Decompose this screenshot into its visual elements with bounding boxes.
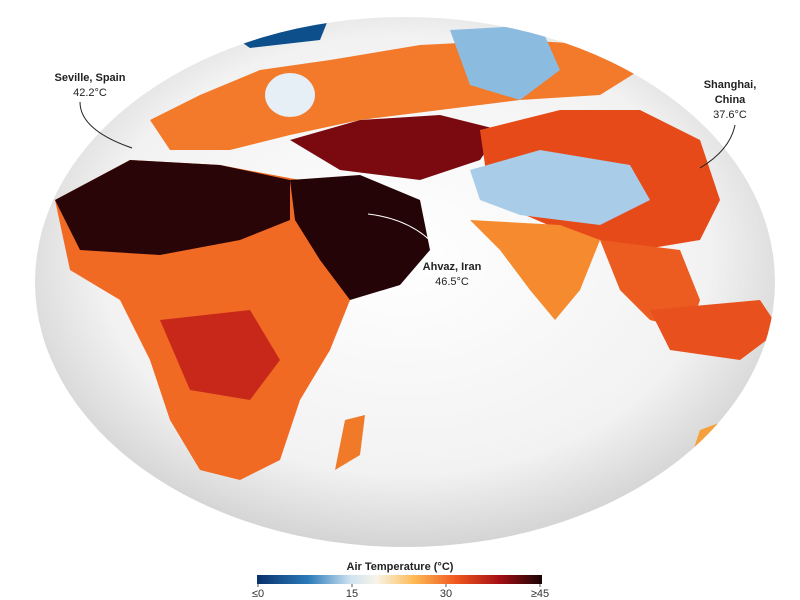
legend-title: Air Temperature (°C)	[347, 561, 454, 573]
sahara	[55, 160, 290, 255]
land	[55, 17, 775, 480]
central-asia	[290, 115, 500, 180]
siberia-cool	[450, 25, 560, 100]
color-bar	[257, 575, 542, 584]
city-name: Shanghai,	[704, 79, 757, 91]
madagascar	[335, 415, 365, 470]
tick-label: ≥45	[531, 588, 549, 600]
indonesia	[650, 300, 775, 360]
tick-label: 30	[440, 588, 452, 600]
india	[470, 220, 600, 320]
tick-label: 15	[346, 588, 358, 600]
tick-label: ≤0	[252, 588, 264, 600]
city-temperature: 37.6°C	[713, 109, 747, 121]
legend: Air Temperature (°C) ≤0 15 30 ≥45	[252, 561, 549, 600]
city-temperature: 46.5°C	[435, 276, 469, 288]
city-name: Seville, Spain	[55, 72, 126, 84]
central-africa	[160, 310, 280, 400]
city-name: Ahvaz, Iran	[423, 261, 482, 273]
arabia	[290, 175, 430, 300]
leader-line	[79, 101, 133, 149]
globe	[35, 17, 775, 547]
leader-line	[699, 124, 736, 169]
leader-line	[367, 213, 446, 259]
se-asia	[600, 240, 700, 330]
annotations: Seville, Spain 42.2°C Shanghai, China 37…	[55, 72, 757, 288]
tibet-cool	[470, 150, 650, 225]
city-name: China	[715, 94, 746, 106]
scandinavia-cool	[265, 73, 315, 117]
city-temperature: 42.2°C	[73, 87, 107, 99]
